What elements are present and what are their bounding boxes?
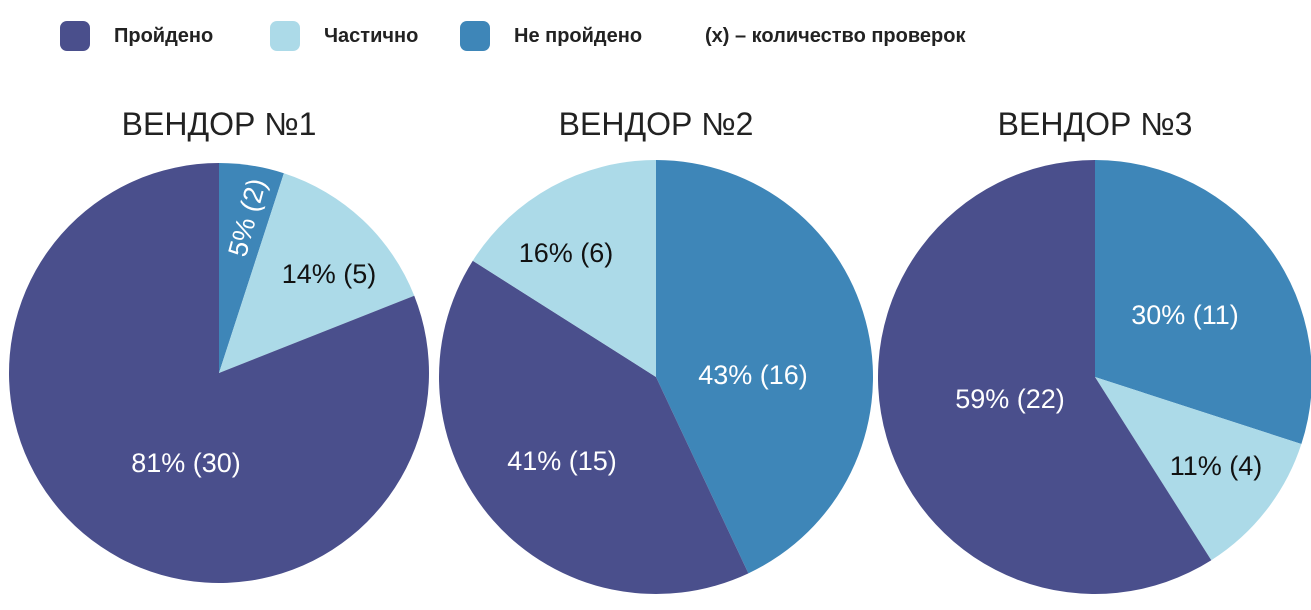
legend-swatch-failed [460,21,490,51]
legend-swatch-passed [60,21,90,51]
legend-item-passed: Пройдено [60,20,213,52]
pie-slice [219,163,284,373]
pie-chart-2: ВЕНДОР №2 43% (16) 41% (15) 16% (6) [439,106,873,594]
pie-slice [8,163,430,583]
pie-slice [1095,160,1311,445]
pie-slice [219,173,415,373]
legend-item-failed: Не пройдено [460,20,642,52]
pie-title: ВЕНДОР №2 [559,106,754,142]
pie-slice [878,160,1212,594]
legend-label-failed: Не пройдено [514,24,643,47]
legend: Пройдено Частично Не пройдено (x) – коли… [20,20,1020,52]
pie-slice [1095,377,1302,561]
legend-item-partial: Частично [270,20,418,52]
legend-swatch-partial [270,21,300,51]
pie-slice [439,260,749,594]
pie-slice-label: 59% (22) [955,384,1065,414]
pie-slice-label: 81% (30) [131,448,241,478]
legend-label-passed: Пройдено [114,24,214,47]
pie-slice-label: 30% (11) [1131,300,1239,330]
pie-title: ВЕНДОР №1 [122,106,317,142]
pie-chart-3: ВЕНДОР №3 30% (11) 11% (4) 59% (22) [878,106,1311,594]
legend-label-partial: Частично [324,24,419,47]
pie-slice-label: 43% (16) [698,360,808,390]
pie-slice-label: 14% (5) [282,259,377,289]
legend-note: (x) – количество проверок [705,25,966,47]
pie-slice [656,160,873,574]
pie-title: ВЕНДОР №3 [998,106,1193,142]
pie-slice-label: 16% (6) [519,238,614,268]
pie-slice-label: 11% (4) [1170,451,1263,481]
pie-slice-label: 41% (15) [507,446,617,476]
pie-slice [472,160,656,377]
